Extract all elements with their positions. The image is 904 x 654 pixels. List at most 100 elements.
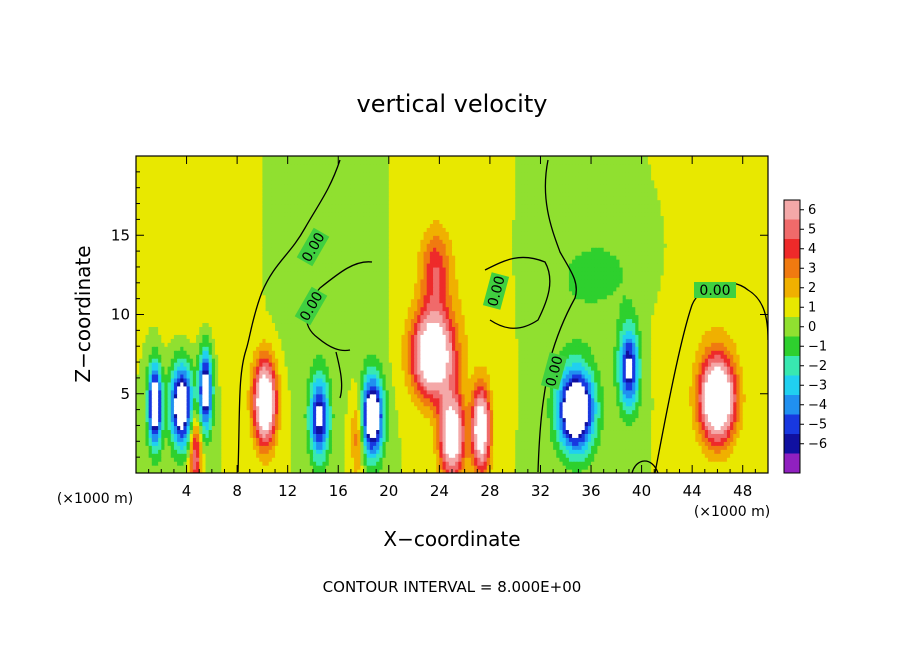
field-cell (281, 465, 286, 470)
field-cell (568, 429, 573, 434)
field-cell (654, 381, 658, 387)
field-cell (316, 381, 320, 387)
field-cell (401, 449, 406, 454)
field-cell (622, 381, 627, 387)
field-cell (594, 405, 598, 411)
field-cell (325, 445, 330, 450)
field-cell (496, 461, 500, 466)
field-cell (651, 429, 655, 434)
field-cell (730, 445, 734, 450)
field-cell (243, 389, 248, 395)
field-cell (549, 385, 554, 391)
field-cell (682, 445, 687, 450)
field-cell (151, 377, 156, 383)
field-cell (186, 401, 191, 407)
field-cell (335, 397, 339, 403)
field-cell (739, 441, 744, 446)
field-cell (161, 373, 166, 379)
field-cell (395, 429, 399, 434)
field-cell (515, 421, 519, 427)
field-cell (442, 417, 447, 423)
field-cell (347, 457, 352, 462)
field-cell (290, 401, 295, 407)
field-cell (221, 437, 226, 442)
field-cell (663, 405, 668, 411)
field-cell (173, 461, 178, 466)
field-cell (518, 377, 523, 383)
field-cell (335, 453, 339, 458)
field-cell (300, 433, 305, 438)
field-cell (429, 453, 434, 458)
field-cell (373, 441, 377, 446)
field-cell (499, 425, 504, 431)
field-cell (553, 425, 557, 431)
field-cell (215, 385, 219, 391)
field-cell (467, 389, 472, 395)
field-cell (167, 421, 172, 427)
field-cell (259, 453, 263, 458)
field-cell (597, 425, 602, 431)
field-cell (660, 381, 665, 387)
field-cell (300, 469, 305, 473)
field-cell (714, 397, 719, 403)
field-cell (294, 393, 298, 399)
field-cell (268, 449, 273, 454)
field-cell (240, 393, 245, 399)
field-cell (707, 457, 712, 462)
field-cell (445, 453, 450, 458)
field-cell (237, 397, 241, 403)
field-cell (331, 469, 336, 473)
field-cell (347, 437, 352, 442)
field-cell (692, 409, 696, 415)
field-cell (297, 445, 301, 450)
field-cell (752, 457, 756, 462)
field-cell (701, 453, 706, 458)
field-cell (524, 413, 529, 419)
field-cell (423, 401, 428, 407)
field-cell (673, 429, 677, 434)
field-cell (736, 457, 741, 462)
field-cell (426, 469, 431, 473)
field-cell (483, 441, 488, 446)
field-cell (515, 381, 519, 387)
field-cell (676, 441, 681, 446)
field-cell (742, 449, 747, 454)
field-cell (221, 461, 226, 466)
field-cell (186, 413, 191, 419)
field-cell (202, 397, 207, 403)
field-cell (385, 381, 390, 387)
field-cell (707, 417, 712, 423)
field-cell (376, 373, 380, 379)
field-cell (603, 425, 608, 431)
field-cell (158, 417, 162, 423)
field-cell (477, 429, 482, 434)
field-cell (344, 381, 349, 387)
field-cell (417, 417, 421, 423)
field-cell (338, 433, 342, 438)
field-cell (271, 401, 276, 407)
field-cell (309, 453, 314, 458)
field-cell (676, 397, 681, 403)
field-cell (186, 461, 191, 466)
field-cell (189, 425, 194, 431)
field-cell (426, 461, 431, 466)
field-cell (660, 445, 665, 450)
field-cell (420, 441, 425, 446)
field-cell (701, 413, 706, 419)
field-cell (448, 441, 453, 446)
field-cell (218, 437, 222, 442)
field-cell (196, 433, 200, 438)
field-cell (148, 417, 153, 423)
field-cell (647, 409, 652, 415)
field-cell (470, 405, 475, 411)
field-cell (227, 445, 232, 450)
field-cell (360, 449, 365, 454)
field-cell (398, 425, 403, 431)
field-cell (158, 397, 162, 403)
field-cell (556, 457, 561, 462)
field-cell (382, 437, 387, 442)
field-cell (752, 397, 756, 403)
field-cell (742, 397, 747, 403)
field-cell (281, 441, 286, 446)
field-cell (553, 441, 557, 446)
